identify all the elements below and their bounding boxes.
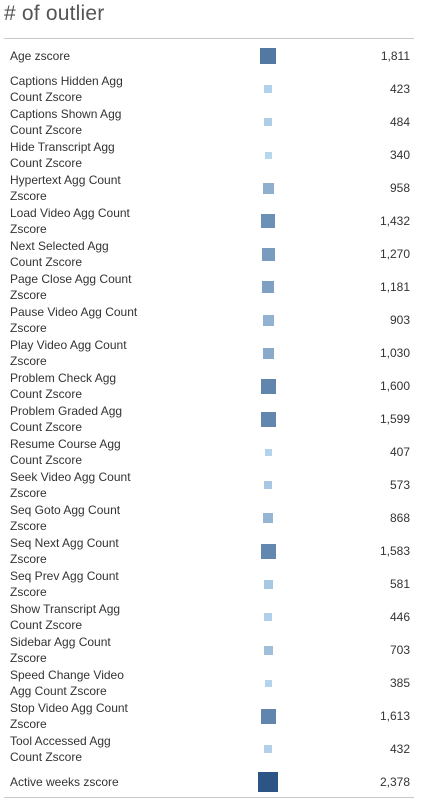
value-mark — [264, 679, 272, 687]
row-label: Next Selected Agg Count Zscore — [10, 238, 109, 269]
row-value: 1,613 — [379, 708, 410, 723]
row-label: Seq Goto Agg Count Zscore — [10, 502, 121, 533]
table-top-rule — [4, 38, 414, 39]
table-row: Hypertext Agg Count Zscore 958 — [4, 171, 414, 204]
value-mark — [264, 151, 272, 159]
table-row: Play Video Agg Count Zscore 1,030 — [4, 336, 414, 369]
table-row: Age zscore 1,811 — [4, 39, 414, 72]
row-label: Show Transcript Agg Count Zscore — [10, 601, 121, 632]
value-mark — [264, 481, 272, 489]
value-mark — [264, 613, 272, 621]
value-mark — [260, 411, 276, 427]
row-label: Active weeks zscore — [10, 774, 119, 789]
table-row: Captions Hidden Agg Count Zscore 423 — [4, 72, 414, 105]
table-row: Seek Video Agg Count Zscore 573 — [4, 468, 414, 501]
row-label: Play Video Agg Count Zscore — [10, 337, 127, 368]
row-label: Captions Hidden Agg Count Zscore — [10, 73, 123, 104]
table-row: Seq Prev Agg Count Zscore 581 — [4, 567, 414, 600]
table-row: Pause Video Agg Count Zscore 903 — [4, 303, 414, 336]
row-label: Resume Course Agg Count Zscore — [10, 436, 121, 467]
row-label: Load Video Agg Count Zscore — [10, 205, 130, 236]
row-value: 1,270 — [379, 246, 410, 261]
row-value: 1,432 — [379, 213, 410, 228]
row-label: Problem Check Agg Count Zscore — [10, 370, 117, 401]
table-row: Hide Transcript Agg Count Zscore 340 — [4, 138, 414, 171]
row-label: Hide Transcript Agg Count Zscore — [10, 139, 115, 170]
row-label: Hypertext Agg Count Zscore — [10, 172, 121, 203]
row-value: 432 — [389, 741, 410, 756]
row-value: 573 — [389, 477, 410, 492]
chart-title: # of outlier — [4, 2, 105, 25]
value-mark — [262, 347, 274, 359]
value-mark — [262, 182, 274, 194]
value-mark — [264, 448, 272, 456]
row-label: Seek Video Agg Count Zscore — [10, 469, 131, 500]
table-row: Sidebar Agg Count Zscore 703 — [4, 633, 414, 666]
table-row: Stop Video Agg Count Zscore 1,613 — [4, 699, 414, 732]
value-mark — [261, 214, 275, 228]
value-mark — [264, 118, 272, 126]
row-label: Sidebar Agg Count Zscore — [10, 634, 111, 665]
value-mark — [264, 85, 272, 93]
row-value: 1,600 — [379, 378, 410, 393]
row-value: 1,811 — [380, 48, 410, 63]
row-value: 385 — [389, 675, 410, 690]
value-mark — [258, 772, 278, 792]
row-value: 1,030 — [379, 345, 410, 360]
table-row: Seq Next Agg Count Zscore 1,583 — [4, 534, 414, 567]
row-label: Seq Next Agg Count Zscore — [10, 535, 119, 566]
row-value: 446 — [389, 609, 410, 624]
row-label: Pause Video Agg Count Zscore — [10, 304, 138, 335]
row-value: 484 — [389, 114, 410, 129]
value-mark — [261, 247, 275, 261]
row-value: 1,181 — [379, 279, 410, 294]
table-row: Speed Change Video Agg Count Zscore 385 — [4, 666, 414, 699]
table-row: Resume Course Agg Count Zscore 407 — [4, 435, 414, 468]
row-value: 340 — [389, 147, 410, 162]
table-row: Active weeks zscore 2,378 — [4, 765, 414, 798]
table-row: Show Transcript Agg Count Zscore 446 — [4, 600, 414, 633]
row-label: Tool Accessed Agg Count Zscore — [10, 733, 111, 764]
row-value: 958 — [389, 180, 410, 195]
value-mark — [260, 378, 276, 394]
row-label: Stop Video Agg Count Zscore — [10, 700, 128, 731]
row-value: 703 — [389, 642, 410, 657]
row-label: Seq Prev Agg Count Zscore — [10, 568, 119, 599]
table-row: Next Selected Agg Count Zscore 1,270 — [4, 237, 414, 270]
row-label: Age zscore — [10, 48, 71, 63]
table-row: Captions Shown Agg Count Zscore 484 — [4, 105, 414, 138]
row-label: Captions Shown Agg Count Zscore — [10, 106, 122, 137]
value-mark — [263, 579, 273, 589]
value-mark — [262, 281, 274, 293]
table-row: Load Video Agg Count Zscore 1,432 — [4, 204, 414, 237]
value-mark — [260, 543, 276, 559]
row-value: 903 — [389, 312, 410, 327]
value-mark — [260, 708, 276, 724]
row-label: Speed Change Video Agg Count Zscore — [10, 667, 124, 698]
row-value: 581 — [389, 576, 410, 591]
row-label: Page Close Agg Count Zscore — [10, 271, 132, 302]
row-value: 407 — [389, 444, 410, 459]
row-value: 1,599 — [379, 411, 410, 426]
row-value: 1,583 — [379, 543, 410, 558]
row-value: 868 — [389, 510, 410, 525]
value-mark — [264, 745, 272, 753]
value-mark — [262, 314, 274, 326]
table-bottom-rule — [4, 797, 414, 798]
row-value: 423 — [389, 81, 410, 96]
table-row: Page Close Agg Count Zscore 1,181 — [4, 270, 414, 303]
table-row: Tool Accessed Agg Count Zscore 432 — [4, 732, 414, 765]
table-row: Problem Check Agg Count Zscore 1,600 — [4, 369, 414, 402]
table-row: Seq Goto Agg Count Zscore 868 — [4, 501, 414, 534]
value-mark — [263, 513, 273, 523]
row-label: Problem Graded Agg Count Zscore — [10, 403, 123, 434]
value-mark — [263, 645, 273, 655]
row-value: 2,378 — [379, 774, 410, 789]
value-mark — [260, 48, 276, 64]
table-row: Problem Graded Agg Count Zscore 1,599 — [4, 402, 414, 435]
